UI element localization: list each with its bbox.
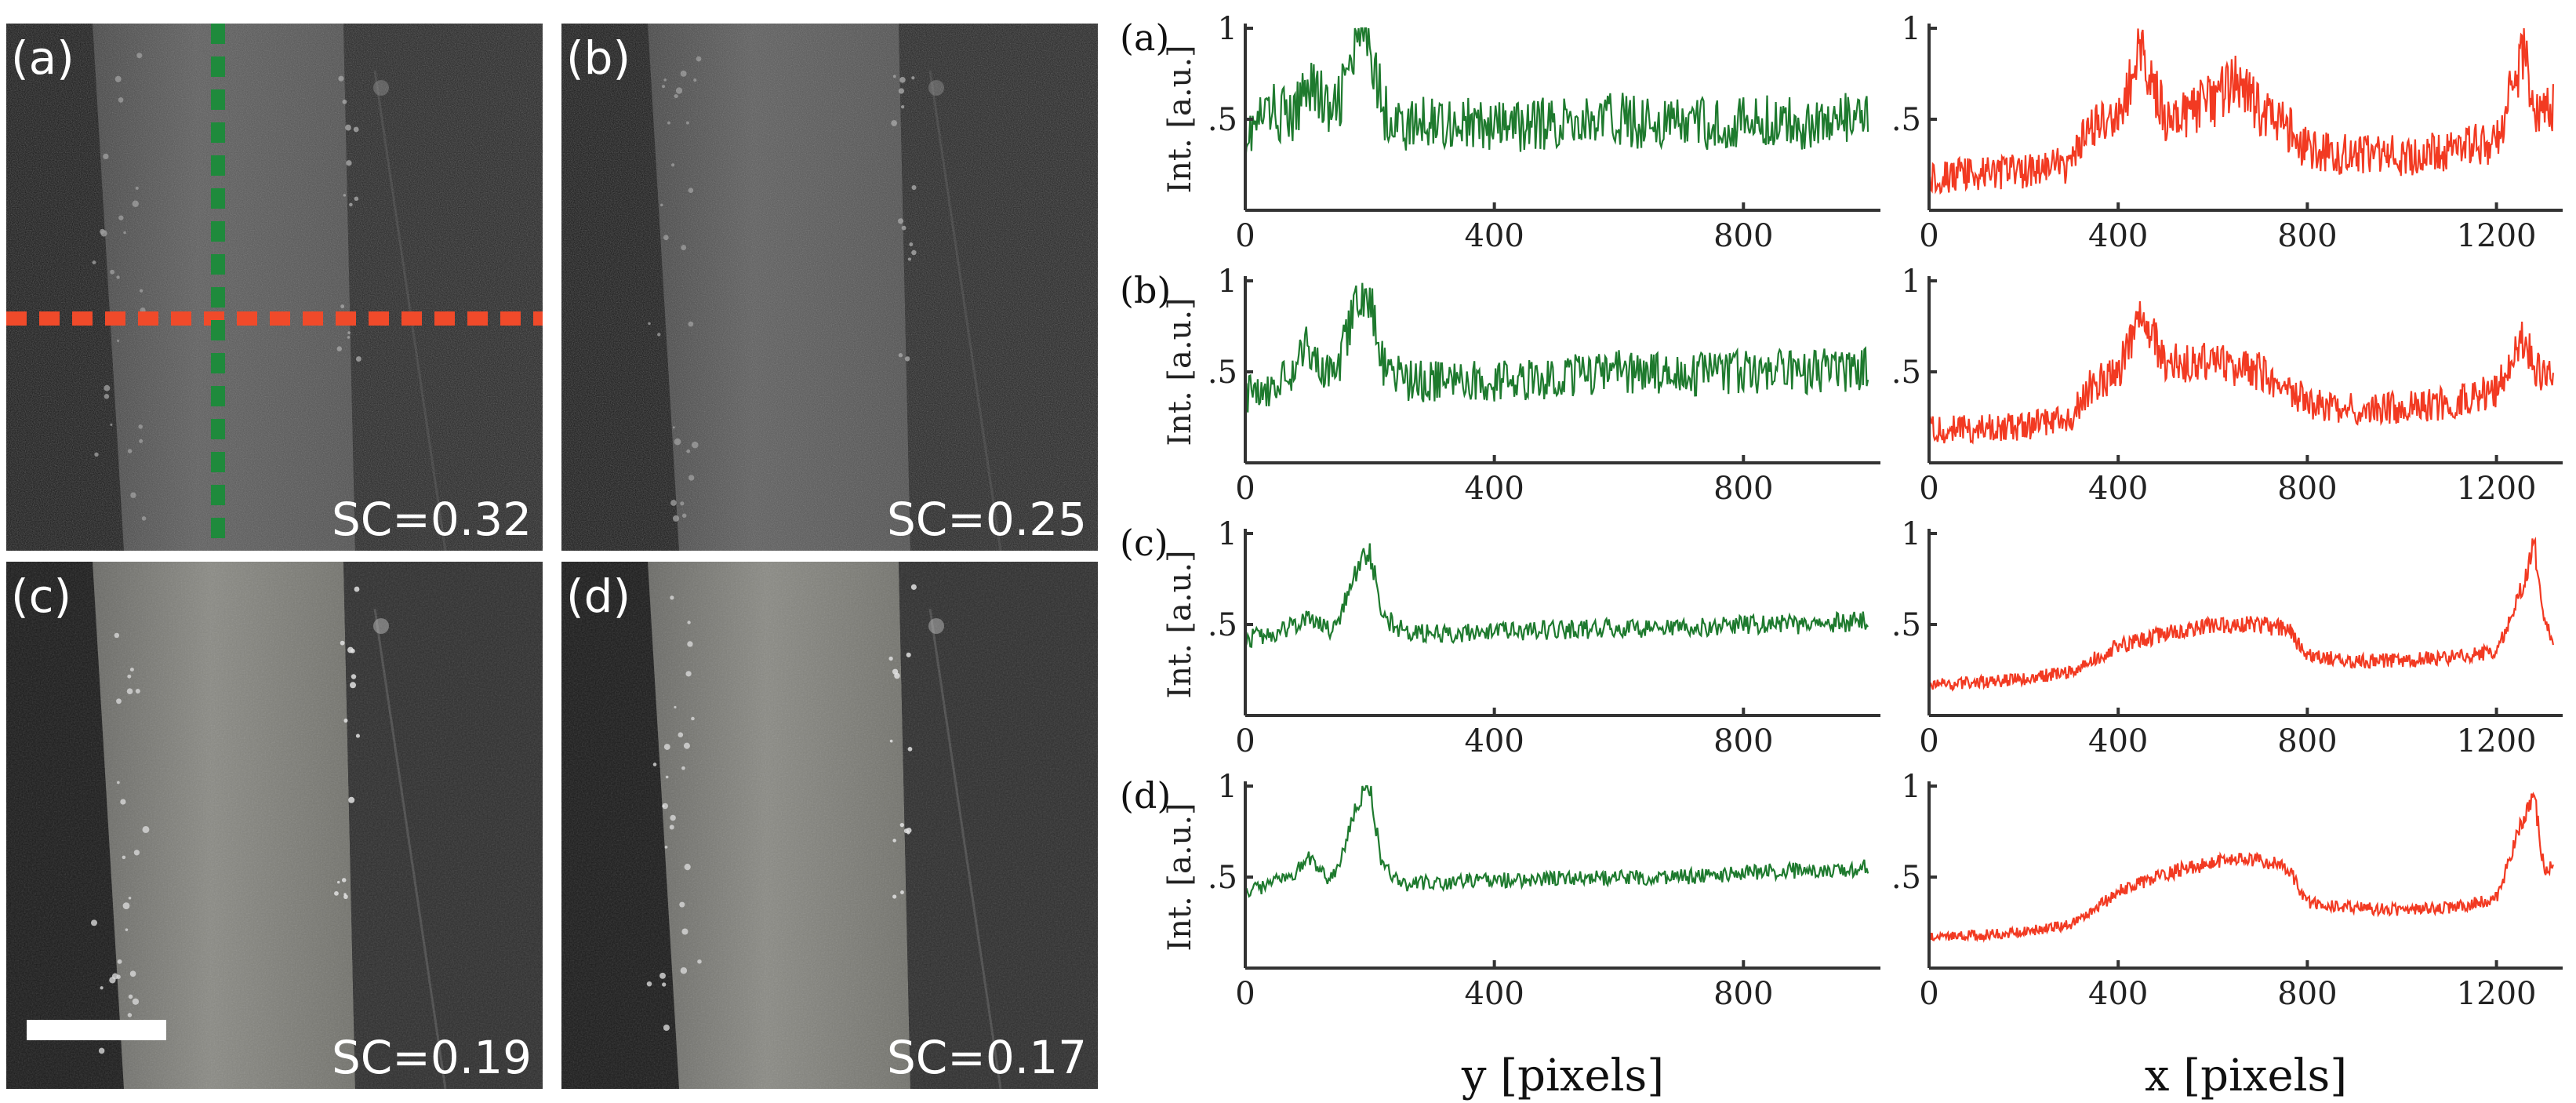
y-tick-label: .5 <box>1891 355 1921 391</box>
x-tick-label: 800 <box>1713 218 1773 254</box>
profile-plot-a-y-profile: 0 400 800 .5 1 Int. [a.u.](a) <box>1120 11 1880 254</box>
y-tick-label: .5 <box>1208 860 1237 896</box>
profile-plot-d-y-profile: 0 400 800 .5 1 Int. [a.u.](d) y [pixels] <box>1120 769 1880 1101</box>
profile-trace <box>1244 27 1869 163</box>
y-tick-label: 1 <box>1902 264 1921 300</box>
y-tick-label: .5 <box>1208 102 1237 138</box>
speckle-noise <box>561 562 1098 1089</box>
x-tick-label: 400 <box>1464 471 1524 507</box>
x-tick-label: 1200 <box>2457 471 2537 507</box>
y-tick-label: 1 <box>1902 769 1921 805</box>
profile-plot-c-x-profile: 0 400 800 1200 .5 1 <box>1891 516 2563 759</box>
x-tick-label: 400 <box>2088 471 2148 507</box>
profile-plot-a-x-profile: 0 400 800 1200 .5 1 <box>1891 11 2563 254</box>
x-tick-label: 400 <box>2088 723 2148 759</box>
panel-label: (a) <box>11 31 74 85</box>
y-tick-label: .5 <box>1891 860 1921 896</box>
image-panel-a: (a) SC=0.32 <box>6 24 543 551</box>
y-tick-label: 1 <box>1218 516 1237 552</box>
image-panel-b: (b) SC=0.25 <box>561 24 1098 551</box>
speckle-noise <box>6 562 543 1089</box>
x-tick-label: 1200 <box>2457 218 2537 254</box>
x-tick-label: 0 <box>1235 976 1255 1012</box>
profile-plot-d-x-profile: 0 400 800 1200 .5 1 x [pixels] <box>1891 769 2563 1101</box>
y-tick-label: 1 <box>1218 264 1237 300</box>
x-tick-label: 800 <box>2277 976 2337 1012</box>
x-tick-label: 800 <box>1713 723 1773 759</box>
plot-panel-label: (a) <box>1120 16 1169 59</box>
panel-label: (b) <box>566 31 630 85</box>
speckle-contrast-label: SC=0.25 <box>887 493 1087 546</box>
speckle-noise <box>6 24 543 551</box>
x-tick-label: 1200 <box>2457 723 2537 759</box>
dim-overlay <box>561 24 1098 551</box>
speckle-contrast-label: SC=0.19 <box>332 1031 532 1084</box>
y-tick-label: 1 <box>1902 516 1921 552</box>
y-tick-label: .5 <box>1891 607 1921 643</box>
speckle-contrast-label: SC=0.32 <box>332 493 532 546</box>
y-axis-label: Int. [a.u.] <box>1162 803 1198 951</box>
y-tick-label: 1 <box>1218 769 1237 805</box>
profile-trace <box>1244 282 1869 413</box>
y-axis-label: Int. [a.u.] <box>1162 550 1198 698</box>
x-tick-label: 0 <box>1235 723 1255 759</box>
plot-panel-label: (c) <box>1120 522 1168 564</box>
x-tick-label: 800 <box>2277 471 2337 507</box>
x-tick-label: 400 <box>1464 723 1524 759</box>
x-tick-label: 0 <box>1919 976 1938 1012</box>
plot-panel-label: (b) <box>1120 269 1171 311</box>
profile-plot-b-x-profile: 0 400 800 1200 .5 1 <box>1891 264 2563 507</box>
x-tick-label: 0 <box>1235 471 1255 507</box>
profile-trace <box>1927 792 2554 944</box>
image-panel-d: (d) SC=0.17 <box>561 562 1098 1089</box>
profile-trace <box>1927 537 2554 692</box>
x-tick-label: 0 <box>1919 723 1938 759</box>
x-tick-label: 0 <box>1235 218 1255 254</box>
y-tick-label: 1 <box>1902 11 1921 47</box>
x-tick-label: 0 <box>1919 218 1938 254</box>
x-axis-label: x [pixels] <box>2145 1050 2347 1101</box>
y-tick-label: .5 <box>1891 102 1921 138</box>
x-tick-label: 400 <box>1464 976 1524 1012</box>
x-axis-label: y [pixels] <box>1461 1050 1664 1101</box>
plot-panel-label: (d) <box>1120 774 1171 817</box>
x-tick-label: 800 <box>2277 723 2337 759</box>
y-tick-label: 1 <box>1218 11 1237 47</box>
x-tick-label: 400 <box>1464 218 1524 254</box>
speckle-contrast-label: SC=0.17 <box>887 1031 1087 1084</box>
profile-trace <box>1927 27 2554 196</box>
profile-trace <box>1927 301 2554 445</box>
profile-trace <box>1244 543 1869 649</box>
x-tick-label: 800 <box>1713 471 1773 507</box>
profile-plot-b-y-profile: 0 400 800 .5 1 Int. [a.u.](b) <box>1120 264 1880 507</box>
image-panel-c: (c) SC=0.19 <box>6 562 543 1089</box>
profile-plot-c-y-profile: 0 400 800 .5 1 Int. [a.u.](c) <box>1120 516 1880 759</box>
y-tick-label: .5 <box>1208 355 1237 391</box>
profile-trace <box>1244 784 1869 900</box>
y-axis-label: Int. [a.u.] <box>1162 297 1198 446</box>
x-tick-label: 400 <box>2088 218 2148 254</box>
y-tick-label: .5 <box>1208 607 1237 643</box>
dim-overlay <box>6 24 543 551</box>
y-axis-label: Int. [a.u.] <box>1162 45 1198 193</box>
x-tick-label: 1200 <box>2457 976 2537 1012</box>
scale-bar <box>27 1020 166 1040</box>
x-tick-label: 400 <box>2088 976 2148 1012</box>
x-tick-label: 800 <box>1713 976 1773 1012</box>
x-tick-label: 0 <box>1919 471 1938 507</box>
image-grid: (a) SC=0.32 (b) SC=0.25 (c) SC=0.19 (d) SC=0.17 <box>6 24 1098 1089</box>
speckle-noise <box>561 24 1098 551</box>
x-tick-label: 800 <box>2277 218 2337 254</box>
panel-label: (c) <box>11 570 71 623</box>
panel-label: (d) <box>566 570 630 623</box>
